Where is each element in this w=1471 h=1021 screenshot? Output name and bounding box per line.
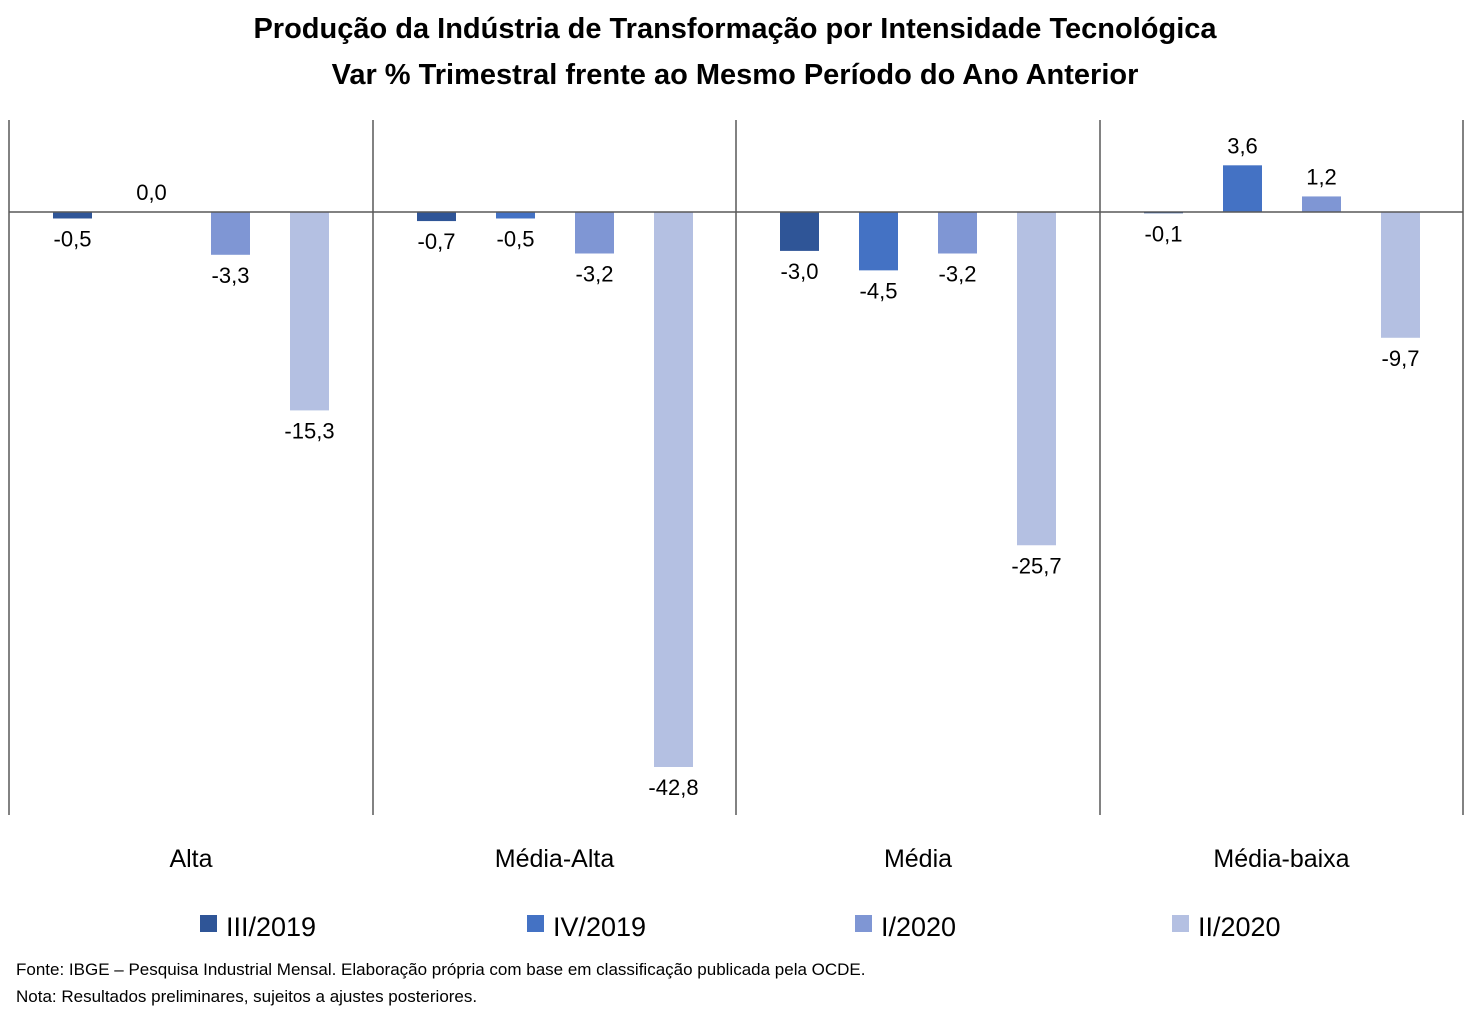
category-label: Média-baixa [1213, 845, 1349, 873]
data-label: -3,2 [576, 261, 614, 286]
legend-label: IV/2019 [553, 912, 646, 942]
legend-swatch [527, 915, 544, 932]
data-label: 0,0 [136, 180, 167, 205]
legend-label: III/2019 [226, 912, 316, 942]
data-label: -15,3 [284, 418, 334, 443]
data-label: -0,5 [497, 226, 535, 251]
data-label: -3,0 [781, 259, 819, 284]
bar [1223, 165, 1262, 212]
chart-subtitle: Var % Trimestral frente ao Mesmo Período… [332, 59, 1139, 91]
legend: III/2019 IV/2019 I/2020 II/2020 [200, 912, 1281, 942]
chart-title: Produção da Indústria de Transformação p… [253, 13, 1217, 45]
data-label: -0,5 [54, 226, 92, 251]
legend-swatch [1172, 915, 1189, 932]
category-label: Alta [169, 845, 212, 873]
bar [654, 212, 693, 767]
legend-label: I/2020 [881, 912, 956, 942]
data-label: -25,7 [1011, 553, 1061, 578]
category-label: Média [884, 845, 952, 873]
category-label: Média-Alta [495, 845, 615, 873]
bar [211, 212, 250, 255]
data-label: -42,8 [648, 775, 698, 800]
legend-swatch [855, 915, 872, 932]
data-label: -3,3 [212, 263, 250, 288]
note-text: Nota: Resultados preliminares, sujeitos … [16, 987, 478, 1006]
bar [417, 212, 456, 222]
data-label: 3,6 [1227, 133, 1258, 158]
bar [53, 212, 92, 219]
bar [290, 212, 329, 411]
bar [938, 212, 977, 254]
legend-swatch [200, 915, 217, 932]
data-label: -0,7 [418, 229, 456, 254]
data-label: -3,2 [939, 261, 977, 286]
data-label: 1,2 [1306, 164, 1337, 189]
data-label: -4,5 [860, 278, 898, 303]
legend-label: II/2020 [1198, 912, 1281, 942]
data-label: -0,1 [1145, 221, 1183, 246]
bar [575, 212, 614, 254]
plot-area: -0,5 0,0 -3,3 -15,3 Alta -0,7 -0,5 -3,2 -42,8 Méd… [8, 120, 1464, 873]
bar [780, 212, 819, 251]
bar [1302, 196, 1341, 212]
source-note: Fonte: IBGE – Pesquisa Industrial Mensal… [16, 960, 866, 979]
data-label: -9,7 [1382, 346, 1420, 371]
bar [496, 212, 535, 219]
bar [1381, 212, 1420, 338]
bar [859, 212, 898, 271]
bar [1017, 212, 1056, 546]
